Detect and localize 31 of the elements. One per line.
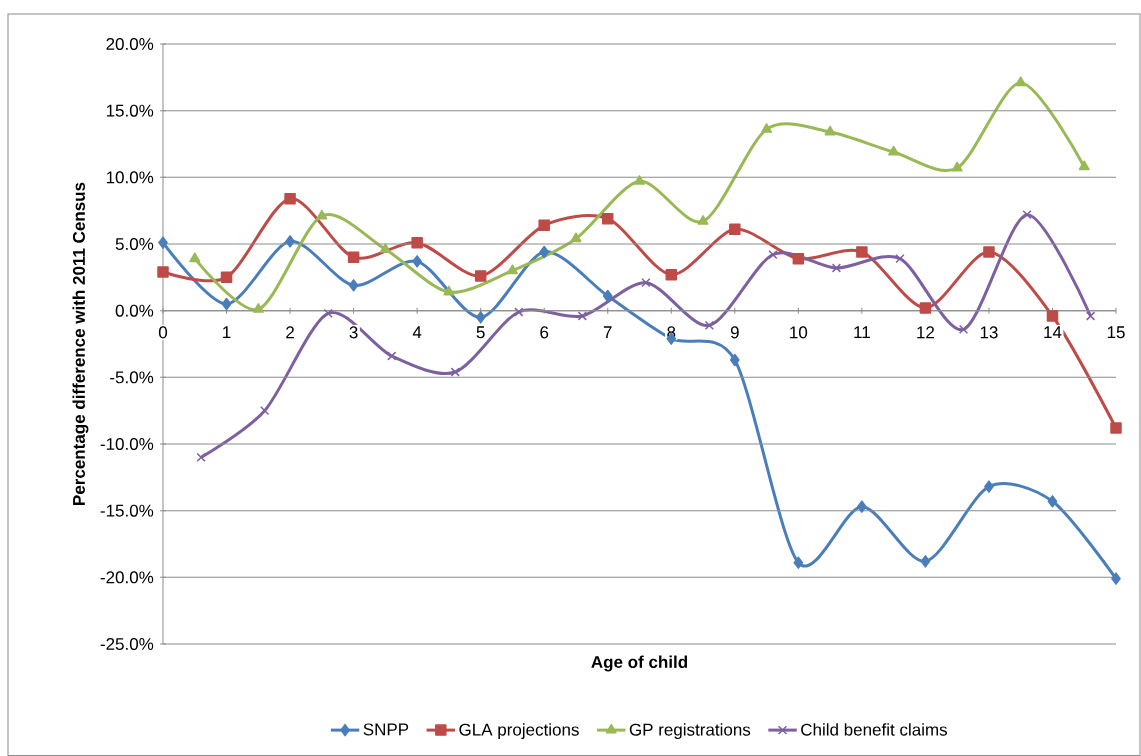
x-tick-label: 10 [790,326,808,339]
x-tick-label: 13 [980,326,998,339]
y-tick-label: -5.0% [110,371,154,384]
y-tick-label: -10.0% [100,437,154,451]
legend-label: GLA projections [459,723,579,740]
x-tick-label: 6 [540,326,549,339]
y-tick-label: 20.0% [106,37,154,51]
y-tick-label: 10.0% [106,171,154,184]
y-tick-label: 15.0% [106,104,154,117]
x-tick-label: 2 [286,326,294,339]
y-tick-label: 5.0% [115,237,154,251]
x-tick-label: 4 [412,326,422,339]
y-tick-label: -20.0% [100,571,154,584]
x-tick-label: 11 [854,326,870,339]
x-tick-label: 15 [1107,326,1125,339]
x-tick-label: 0 [158,326,168,339]
x-tick-label: 9 [730,326,739,339]
x-tick-label: 14 [1044,326,1062,339]
x-axis-title: Age of child [591,655,688,672]
y-tick-label: 0.0% [115,304,154,317]
x-tick-label: 12 [917,326,934,339]
y-tick-label: -25.0% [100,637,154,651]
legend-label: GP registrations [629,723,751,740]
x-tick-label: 1 [223,326,231,339]
x-tick-label: 5 [476,326,485,339]
y-axis-title: Percentage difference with 2011 Census [72,182,89,505]
legend-label: SNPP [363,723,409,736]
x-tick-label: 7 [603,326,612,339]
y-tick-label: -15.0% [100,504,154,517]
x-tick-label: 3 [349,326,358,339]
legend-label: Child benefit claims [801,723,948,736]
